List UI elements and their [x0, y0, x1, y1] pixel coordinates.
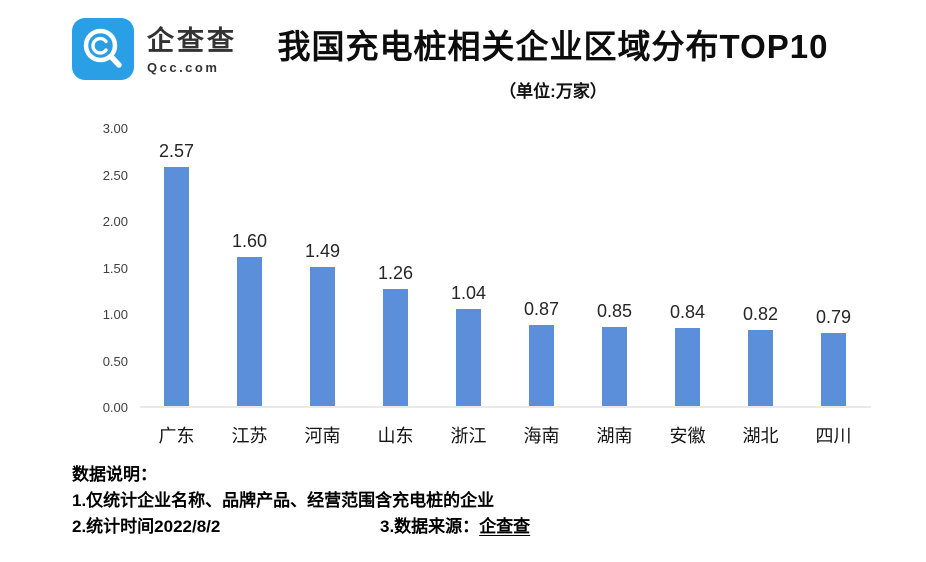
- x-axis-category-label: 山东: [377, 426, 414, 446]
- bar: [748, 329, 773, 406]
- y-axis-tick-label: 0.00: [102, 400, 128, 415]
- bar-column: 1.04: [432, 283, 505, 406]
- x-axis-category-label: 江苏: [231, 426, 268, 446]
- bar-value-label: 0.82: [742, 303, 779, 324]
- bar-column: 0.82: [724, 304, 797, 406]
- bar: [237, 257, 262, 406]
- x-axis-category-label: 广东: [158, 426, 195, 446]
- y-axis-tick-label: 1.50: [102, 260, 128, 276]
- bar-column: 0.84: [651, 302, 724, 406]
- bar-value-label: 1.04: [450, 283, 487, 304]
- bar: [821, 332, 846, 406]
- chart-title: 我国充电桩相关企业区域分布TOP10: [277, 28, 829, 65]
- y-axis-tick-label: 3.00: [102, 121, 128, 136]
- bar-column: 0.79: [797, 307, 870, 406]
- bar: [602, 326, 627, 406]
- x-axis-category-label: 安徽: [669, 426, 706, 446]
- bar-column: 0.85: [578, 301, 651, 406]
- bar-value-label: 1.60: [231, 231, 268, 252]
- title-block: 我国充电桩相关企业区域分布TOP10 （单位:万家）: [190, 20, 916, 102]
- x-axis-category-label: 湖北: [742, 426, 779, 446]
- bar-value-label: 0.79: [815, 306, 852, 327]
- y-axis-tick-label: 2.00: [102, 214, 128, 229]
- note-3-prefix: 3.数据来源：: [380, 517, 480, 536]
- note-1: 1.仅统计企业名称、品牌产品、经营范围含充电桩的企业: [72, 491, 495, 510]
- x-axis-category-label: 湖南: [596, 426, 633, 446]
- bar-column: 1.26: [359, 263, 432, 406]
- magnifier-q-icon: [72, 18, 134, 80]
- bar-column: 1.60: [213, 231, 286, 406]
- qcc-logo-text: 企查查 Qcc.com: [147, 26, 237, 75]
- bar-chart-plot: 3.00 2.50 2.00 1.50 1.00 0.50 0.00 2.57 广东 1.60 江苏…: [103, 121, 871, 446]
- x-axis-category-label: 海南: [523, 426, 560, 446]
- qcc-logo-icon: [72, 18, 134, 80]
- bar-value-label: 0.87: [523, 299, 560, 320]
- bar: [529, 325, 554, 406]
- note-row: 2.统计时间2022/8/2 3.数据来源：企查查: [72, 514, 530, 540]
- bar-value-label: 0.85: [596, 300, 633, 321]
- bar-value-label: 1.49: [304, 241, 341, 262]
- bar-value-label: 1.26: [377, 262, 414, 283]
- bar: [383, 288, 408, 406]
- chart-subtitle: （单位:万家）: [499, 82, 607, 101]
- bar: [675, 327, 700, 406]
- x-axis-category-label: 四川: [815, 426, 852, 446]
- x-axis-category-label: 浙江: [450, 426, 487, 446]
- bar-column: 2.57: [140, 141, 213, 406]
- notes-heading: 数据说明：: [72, 465, 157, 484]
- logo-domain: Qcc.com: [147, 60, 220, 75]
- bar-column: 1.49: [286, 241, 359, 406]
- x-axis-category-label: 河南: [304, 426, 341, 446]
- note-2: 2.统计时间2022/8/2: [72, 517, 221, 536]
- y-axis-tick-label: 0.50: [102, 353, 128, 369]
- note-3-brand: 企查查: [479, 517, 531, 536]
- bar: [310, 267, 335, 406]
- bar: [456, 309, 481, 406]
- bar: [164, 167, 189, 406]
- logo-name: 企查查: [147, 26, 237, 56]
- bar-value-label: 0.84: [669, 301, 706, 322]
- bar-value-label: 2.57: [158, 141, 195, 161]
- note-3: 3.数据来源：企查查: [380, 517, 530, 536]
- y-axis-tick-label: 2.50: [102, 167, 128, 183]
- data-notes: 数据说明： 1.仅统计企业名称、品牌产品、经营范围含充电桩的企业 2.统计时间2…: [72, 462, 530, 540]
- y-axis-tick-label: 1.00: [102, 307, 128, 322]
- bar-column: 0.87: [505, 299, 578, 406]
